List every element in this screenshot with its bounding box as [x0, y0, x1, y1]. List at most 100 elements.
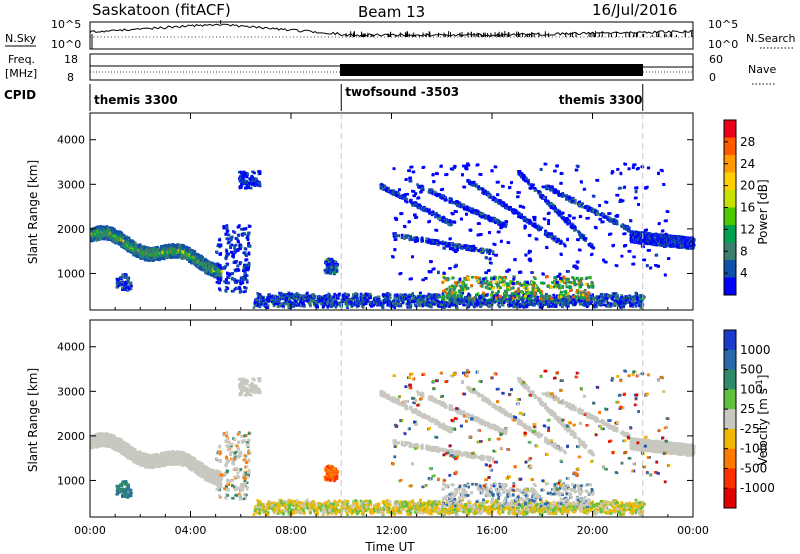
power-cell — [319, 299, 322, 302]
power-cell — [204, 261, 208, 264]
freq-label-line2: [MHz] — [5, 67, 37, 80]
power-cell — [284, 294, 287, 298]
power-cell — [218, 277, 221, 281]
power-cell — [113, 228, 116, 231]
power-cell — [482, 296, 486, 299]
power-cell — [611, 294, 615, 297]
power-cell — [231, 290, 235, 293]
power-cell — [239, 245, 243, 248]
power-cell — [461, 302, 465, 305]
power-cell — [326, 302, 329, 305]
power-cell — [430, 299, 433, 302]
power-cell — [215, 250, 219, 254]
power-cell — [590, 299, 593, 302]
power-cell — [335, 303, 339, 306]
power-cell — [398, 304, 402, 308]
power-cell — [233, 250, 236, 254]
power-cell — [481, 298, 485, 301]
power-cell — [362, 293, 366, 297]
power-cell — [130, 239, 134, 242]
power-cell — [613, 299, 617, 302]
power-cell — [525, 305, 529, 308]
power-cell — [302, 302, 305, 305]
power-cell — [530, 294, 533, 298]
power-cell — [323, 303, 326, 307]
power-cell — [617, 304, 620, 307]
power-cell — [243, 171, 247, 175]
power-cell — [467, 293, 471, 296]
power-cell — [118, 232, 121, 236]
power-cell — [125, 237, 128, 240]
power-cell — [427, 295, 431, 298]
power-cell — [438, 301, 442, 304]
power-cell — [180, 254, 184, 258]
power-cell — [536, 295, 540, 299]
power-cell — [406, 303, 410, 306]
power-cell — [273, 302, 276, 305]
power-cell — [487, 303, 491, 307]
power-cell — [424, 299, 427, 302]
power-cell — [295, 297, 299, 300]
power-cell — [359, 292, 363, 296]
power-cell — [432, 302, 436, 305]
power-cell — [179, 251, 183, 254]
power-cell — [118, 239, 122, 243]
power-cell — [98, 229, 101, 233]
power-cell — [185, 249, 189, 252]
power-cell — [271, 297, 274, 300]
power-cell — [517, 292, 521, 295]
power-cell — [190, 257, 193, 260]
power-cell — [240, 176, 243, 180]
power-cell — [257, 184, 260, 187]
power-cell — [162, 255, 166, 259]
power-cell — [383, 301, 386, 304]
power-cell — [439, 305, 442, 308]
power-cell — [282, 305, 285, 309]
power-cell — [574, 300, 577, 304]
power-cell — [582, 303, 586, 306]
power-cell — [332, 295, 335, 299]
power-cell — [245, 279, 249, 283]
power-cell — [333, 302, 336, 305]
power-cell — [253, 171, 256, 175]
power-cell — [121, 273, 125, 277]
power-cell — [218, 244, 222, 247]
nave-tick-bottom: 0 — [709, 71, 716, 84]
power-cell — [245, 258, 249, 261]
power-cell — [224, 278, 228, 281]
power-cell — [525, 301, 529, 305]
power-cell — [237, 234, 240, 237]
power-cell — [242, 251, 246, 255]
power-cell — [234, 281, 237, 284]
power-cell — [227, 281, 230, 285]
power-cell — [364, 302, 368, 305]
power-cell — [343, 298, 347, 301]
power-cell — [346, 295, 349, 299]
nsearch-tick-top: 10^5 — [708, 18, 738, 31]
power-cell — [238, 287, 241, 290]
power-cell — [237, 279, 240, 283]
power-cell — [236, 268, 240, 271]
power-cell — [357, 299, 360, 303]
power-cell — [211, 264, 215, 267]
power-cell — [281, 302, 284, 305]
power-cell — [407, 300, 410, 303]
freq-trace-twofsound — [340, 64, 643, 76]
power-cell — [415, 298, 419, 301]
power-cell — [130, 244, 134, 248]
power-cell — [290, 294, 293, 298]
power-cell — [520, 295, 524, 299]
power-cell — [135, 251, 138, 255]
power-cell — [231, 272, 234, 276]
nsky-trace — [89, 23, 694, 37]
power-cell — [394, 296, 397, 300]
power-cell — [127, 236, 131, 240]
power-cell — [238, 186, 242, 189]
power-cell — [555, 302, 559, 305]
power-cell — [350, 305, 353, 309]
power-cell — [133, 241, 137, 244]
power-cell — [126, 280, 129, 284]
power-cell — [261, 296, 265, 300]
power-cell — [427, 298, 430, 301]
